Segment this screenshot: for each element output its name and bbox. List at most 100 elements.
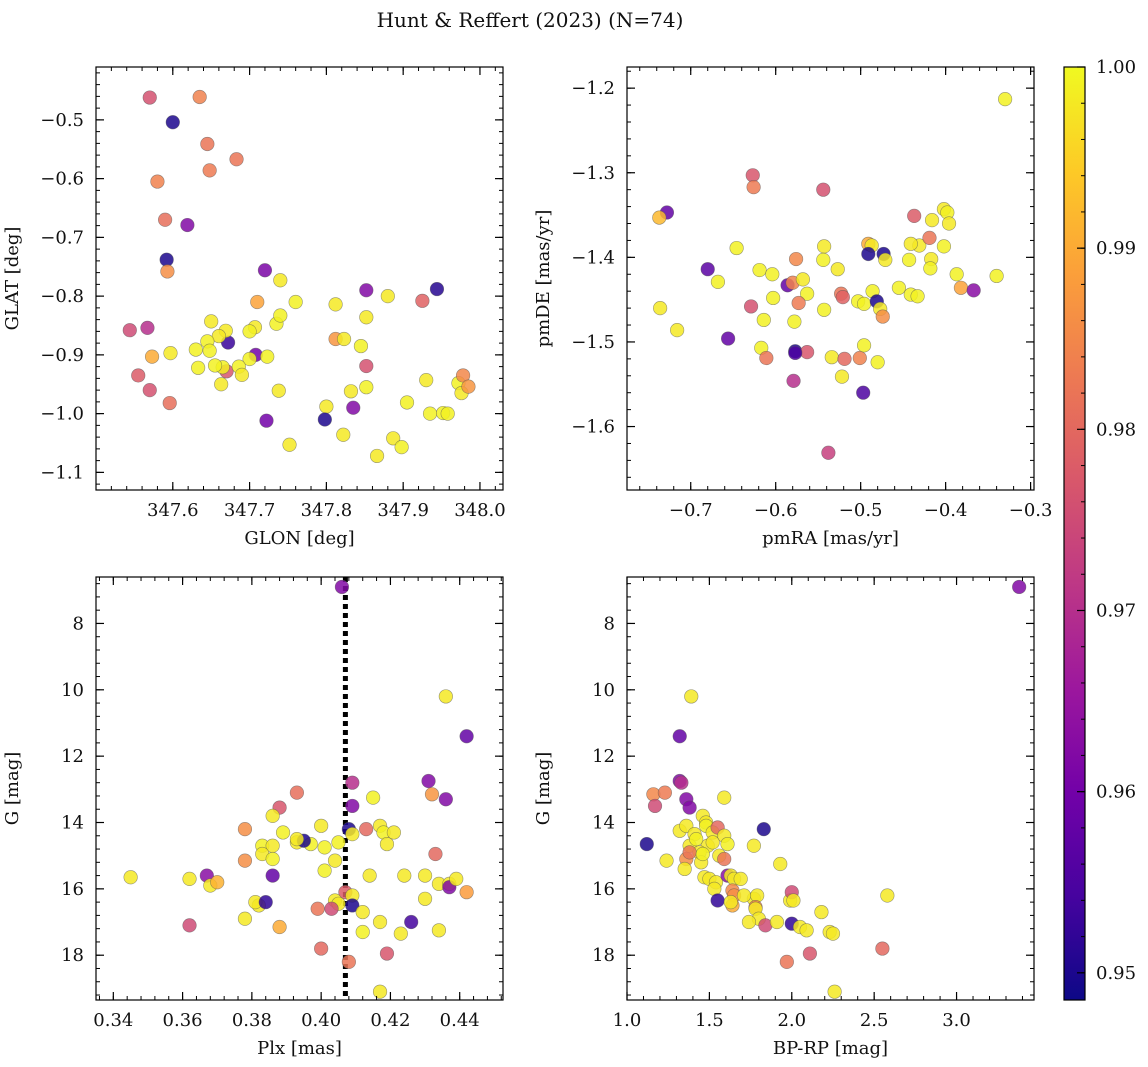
data-point (741, 914, 757, 930)
data-point (459, 729, 474, 744)
data-point (825, 926, 841, 941)
data-point (341, 954, 356, 969)
plot-area (627, 67, 1034, 490)
data-point (372, 984, 388, 999)
y-tick-label: 12 (61, 746, 84, 767)
panels: 347.6 347.7 347.8 347.9 348.0−0.5−0.6−0.7−0.… (2, 66, 1052, 1059)
panel-plx-g: 0.34 0.36 0.38 0.40 0.42 0.44 8 10 12 14 16 18 Plx [… (2, 576, 504, 1059)
data-point (310, 901, 325, 916)
data-point (419, 373, 434, 388)
data-point (162, 395, 177, 411)
data-point (271, 383, 286, 398)
x-tick-label: 0.34 (93, 1010, 133, 1031)
data-point (397, 868, 412, 883)
data-point (214, 377, 229, 392)
data-point (379, 836, 395, 852)
data-point (404, 914, 419, 930)
scatter-points (123, 579, 474, 999)
data-point (260, 349, 275, 364)
data-point (901, 252, 917, 267)
data-point (273, 308, 288, 323)
data-point (394, 440, 409, 455)
data-point (359, 822, 374, 837)
data-point (773, 856, 788, 872)
data-point (700, 262, 715, 277)
data-point (922, 230, 937, 245)
data-point (237, 853, 253, 868)
x-tick-label: 0.42 (370, 1010, 410, 1031)
data-point (779, 954, 794, 969)
data-point (275, 825, 291, 840)
data-point (903, 236, 918, 251)
axes-frame (95, 576, 504, 1001)
data-point (431, 923, 447, 938)
data-point (237, 822, 253, 837)
plot-area (96, 67, 503, 490)
y-tick-label: 10 (592, 680, 615, 701)
data-point (878, 252, 893, 267)
y-tick-label: −0.8 (40, 286, 84, 307)
data-point (265, 808, 280, 823)
x-tick-label: 0.36 (163, 1010, 203, 1031)
y-tick-label: 14 (592, 813, 615, 834)
data-point (415, 293, 430, 308)
data-point (362, 868, 377, 883)
y-tick-label: 16 (61, 879, 84, 900)
x-tick-label: 0.38 (232, 1010, 272, 1031)
data-point (800, 286, 815, 301)
data-point (824, 350, 839, 365)
data-point (875, 941, 890, 956)
data-point (852, 350, 867, 366)
x-tick-label: 347.9 (377, 500, 429, 521)
data-point (242, 351, 257, 367)
data-point (765, 267, 780, 282)
colorbar-scale (1063, 66, 1086, 1001)
data-point (229, 152, 244, 167)
x-axis-label: Plx [mas] (257, 1038, 342, 1059)
data-point (816, 252, 831, 267)
data-point (816, 182, 831, 197)
x-tick-label: 2.0 (777, 1010, 806, 1031)
data-point (759, 350, 774, 366)
colorbar-tick-label: 0.96 (1096, 782, 1136, 803)
y-tick-label: 18 (592, 945, 615, 966)
data-point (814, 904, 829, 920)
data-point (821, 445, 836, 460)
data-point (258, 895, 273, 910)
data-point (786, 893, 801, 908)
y-tick-label: 8 (604, 613, 615, 634)
x-tick-label: 1.5 (695, 1010, 724, 1031)
data-point (817, 302, 832, 317)
data-point (327, 853, 343, 868)
data-point (345, 775, 360, 790)
data-point (158, 212, 173, 227)
data-point (317, 840, 332, 855)
data-point (122, 323, 137, 338)
data-point (710, 274, 726, 289)
data-point (837, 351, 852, 366)
data-point (736, 888, 752, 903)
data-point (817, 239, 832, 254)
data-point (207, 358, 223, 373)
data-point (355, 924, 370, 940)
scatter-points (652, 92, 1013, 460)
colorbar: 0.95 0.96 0.97 0.98 0.99 1.00 (1063, 57, 1136, 1001)
data-point (345, 798, 360, 814)
data-point (273, 273, 288, 288)
data-point (449, 871, 464, 887)
y-axis-label: GLAT [deg] (2, 227, 23, 331)
x-tick-label: 347.6 (147, 500, 199, 521)
data-point (334, 579, 350, 595)
data-point (787, 314, 802, 329)
data-point (288, 294, 303, 310)
data-point (180, 217, 195, 233)
data-point (756, 822, 771, 837)
data-point (272, 919, 287, 935)
data-point (745, 168, 760, 183)
data-point (670, 323, 685, 338)
data-point (422, 406, 438, 421)
data-point (1012, 579, 1027, 595)
data-point (319, 399, 334, 414)
axes-frame (95, 66, 504, 491)
